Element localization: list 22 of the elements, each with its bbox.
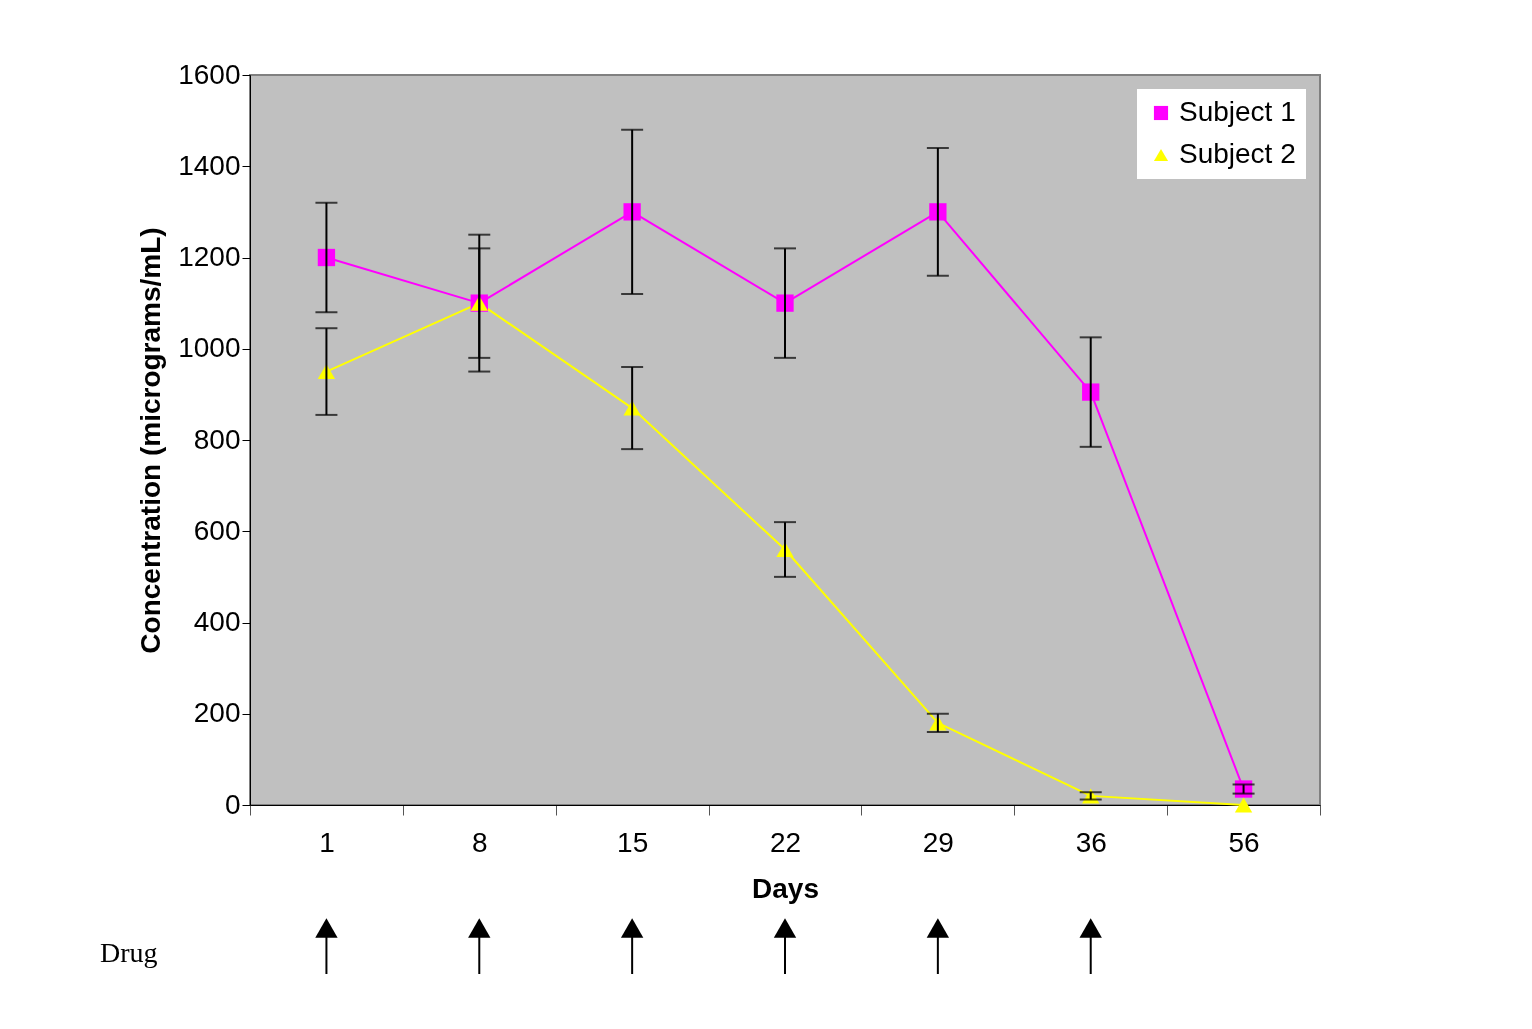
y-tick-label: 1600 <box>178 58 241 90</box>
x-tick-label: 22 <box>769 826 802 858</box>
x-tick-label: 15 <box>617 826 649 858</box>
y-tick-label: 1000 <box>178 332 241 364</box>
y-tick-label: 1400 <box>178 149 241 181</box>
x-tick-label: 1 <box>319 826 335 858</box>
legend-label: Subject 1 <box>1179 96 1296 127</box>
x-tick-label: 36 <box>1075 826 1107 858</box>
text: Drug <box>100 937 158 968</box>
y-tick-label: 800 <box>193 423 241 455</box>
x-axis-title: Days <box>752 872 819 904</box>
y-tick-label: 200 <box>193 697 241 729</box>
x-tick-label: 56 <box>1228 826 1260 858</box>
y-tick-label: 400 <box>193 606 241 637</box>
y-tick-label: 600 <box>193 514 241 546</box>
y-tick-label: 0 <box>224 788 241 820</box>
legend-label: Subject 2 <box>1179 138 1296 169</box>
x-tick-label: 29 <box>922 826 954 858</box>
y-axis-title: Concentration (micrograms/mL) <box>135 227 167 654</box>
y-tick-label: 1200 <box>178 241 241 272</box>
x-tick-label: 8 <box>472 826 488 858</box>
point <box>1234 797 1253 813</box>
